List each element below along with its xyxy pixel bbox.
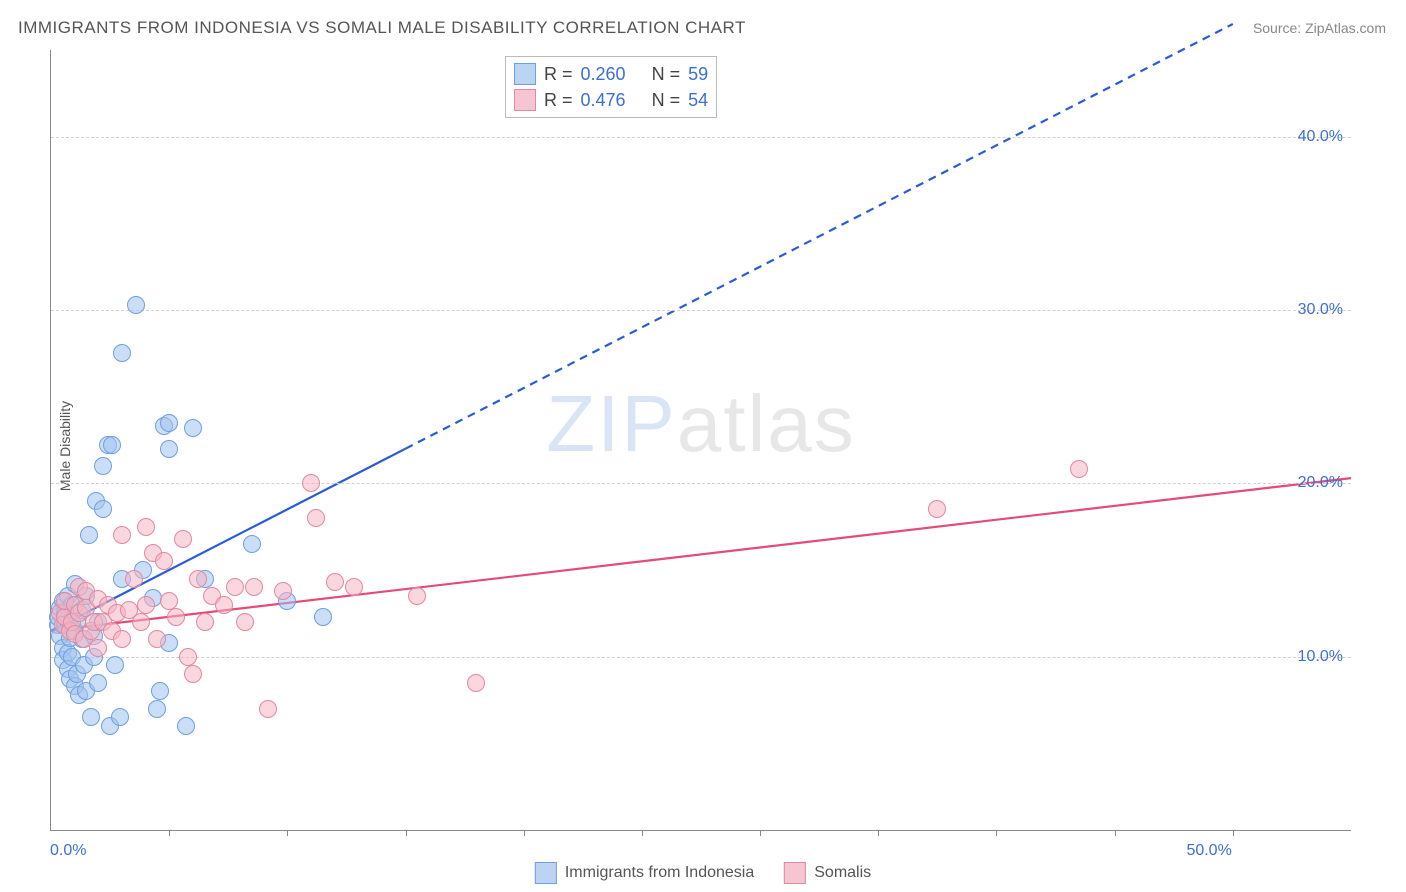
r-label: R = [544, 64, 573, 85]
swatch-indonesia [514, 63, 536, 85]
source-attribution: Source: ZipAtlas.com [1253, 20, 1386, 36]
point-somalis [245, 578, 263, 596]
x-tick [760, 830, 761, 836]
point-somalis [174, 530, 192, 548]
source-prefix: Source: [1253, 20, 1305, 36]
point-somalis [113, 526, 131, 544]
point-indonesia [89, 674, 107, 692]
point-somalis [89, 639, 107, 657]
x-tick [1233, 830, 1234, 836]
x-tick [1115, 830, 1116, 836]
x-tick [406, 830, 407, 836]
y-tick-label: 10.0% [1298, 648, 1343, 666]
x-tick [524, 830, 525, 836]
stats-row-somalis: R = 0.476 N = 54 [514, 87, 708, 113]
point-indonesia [94, 500, 112, 518]
x-tick [169, 830, 170, 836]
x-tick-label: 50.0% [1186, 842, 1231, 860]
x-tick [642, 830, 643, 836]
chart-title: IMMIGRANTS FROM INDONESIA VS SOMALI MALE… [18, 18, 746, 38]
n-value-indonesia: 59 [688, 64, 708, 85]
point-indonesia [113, 344, 131, 362]
point-somalis [148, 630, 166, 648]
y-tick-label: 20.0% [1298, 474, 1343, 492]
point-indonesia [111, 708, 129, 726]
regression-line-somalis [51, 478, 1351, 631]
scatter-plot-area: ZIPatlas 10.0%20.0%30.0%40.0% [50, 50, 1351, 831]
point-somalis [137, 596, 155, 614]
point-somalis [274, 582, 292, 600]
x-tick [996, 830, 997, 836]
point-somalis [307, 509, 325, 527]
point-indonesia [82, 708, 100, 726]
point-somalis [179, 648, 197, 666]
point-somalis [113, 630, 131, 648]
correlation-stats-legend: R = 0.260 N = 59 R = 0.476 N = 54 [505, 56, 717, 118]
regression-lines-layer [51, 50, 1351, 830]
point-somalis [155, 552, 173, 570]
series-legend: Immigrants from Indonesia Somalis [527, 860, 879, 886]
point-indonesia [80, 526, 98, 544]
point-somalis [189, 570, 207, 588]
legend-item-somalis: Somalis [784, 862, 871, 884]
point-somalis [226, 578, 244, 596]
point-indonesia [103, 436, 121, 454]
swatch-indonesia [535, 862, 557, 884]
point-indonesia [151, 682, 169, 700]
point-indonesia [106, 656, 124, 674]
point-somalis [302, 474, 320, 492]
point-indonesia [243, 535, 261, 553]
point-somalis [137, 518, 155, 536]
x-tick [287, 830, 288, 836]
gridline-h [51, 483, 1351, 484]
point-somalis [125, 570, 143, 588]
n-label: N = [652, 64, 681, 85]
legend-item-indonesia: Immigrants from Indonesia [535, 862, 754, 884]
point-somalis [345, 578, 363, 596]
gridline-h [51, 137, 1351, 138]
swatch-somalis [514, 89, 536, 111]
point-somalis [196, 613, 214, 631]
y-tick-label: 30.0% [1298, 301, 1343, 319]
gridline-h [51, 310, 1351, 311]
r-value-indonesia: 0.260 [581, 64, 626, 85]
legend-label-indonesia: Immigrants from Indonesia [565, 864, 754, 882]
point-somalis [408, 587, 426, 605]
point-somalis [928, 500, 946, 518]
y-tick-label: 40.0% [1298, 128, 1343, 146]
gridline-h [51, 657, 1351, 658]
r-value-somalis: 0.476 [581, 90, 626, 111]
x-tick-label: 0.0% [50, 842, 86, 860]
point-indonesia [94, 457, 112, 475]
point-somalis [215, 596, 233, 614]
stats-row-indonesia: R = 0.260 N = 59 [514, 61, 708, 87]
point-somalis [184, 665, 202, 683]
point-indonesia [160, 414, 178, 432]
n-value-somalis: 54 [688, 90, 708, 111]
point-indonesia [160, 440, 178, 458]
point-indonesia [127, 296, 145, 314]
point-indonesia [177, 717, 195, 735]
point-somalis [167, 608, 185, 626]
n-label: N = [652, 90, 681, 111]
swatch-somalis [784, 862, 806, 884]
point-somalis [326, 573, 344, 591]
r-label: R = [544, 90, 573, 111]
legend-label-somalis: Somalis [814, 864, 871, 882]
x-tick [878, 830, 879, 836]
source-name: ZipAtlas.com [1305, 20, 1386, 36]
point-indonesia [184, 419, 202, 437]
point-somalis [467, 674, 485, 692]
point-somalis [1070, 460, 1088, 478]
point-indonesia [148, 700, 166, 718]
point-somalis [132, 613, 150, 631]
point-indonesia [314, 608, 332, 626]
point-somalis [259, 700, 277, 718]
point-somalis [236, 613, 254, 631]
